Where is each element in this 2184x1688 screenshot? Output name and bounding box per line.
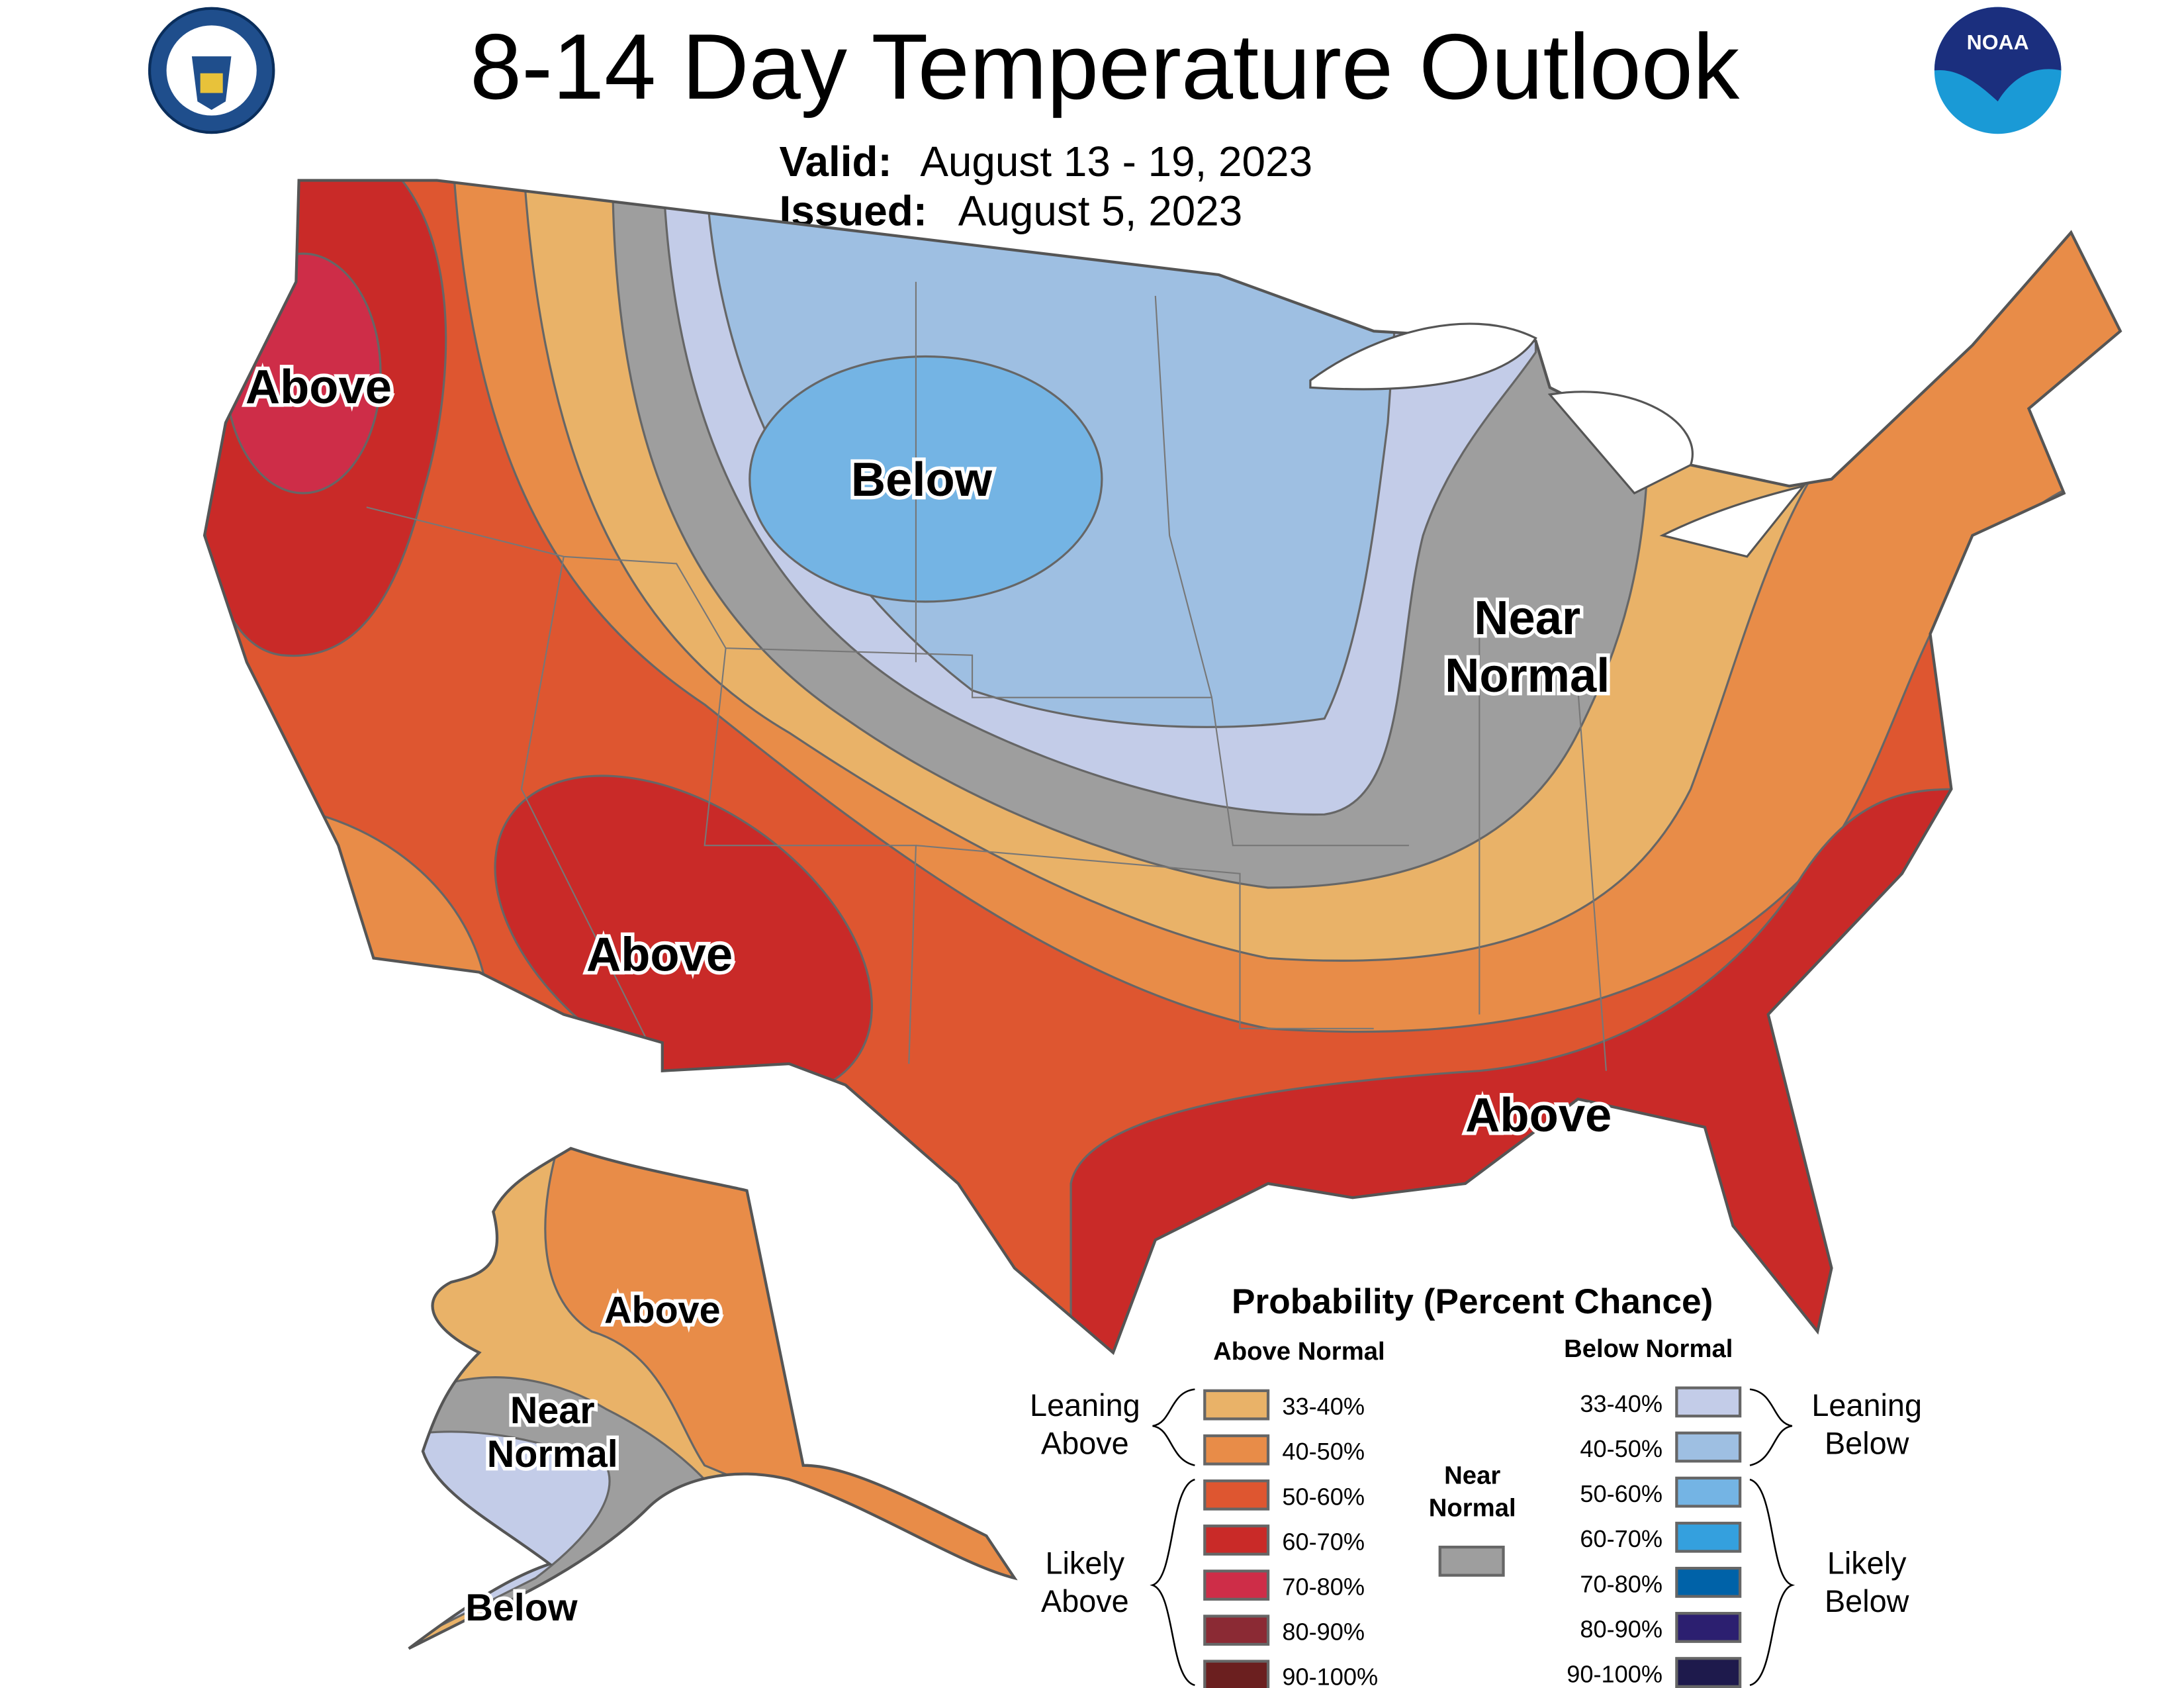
legend-items: 33-40% 40-50% 50-60% 60-70% 70-80% 80-90% 90-1… bbox=[1203, 1386, 1742, 1688]
great-lakes bbox=[1309, 322, 1807, 558]
commerce-seal-icon bbox=[148, 7, 275, 134]
legend-swatch-above-2 bbox=[1203, 1479, 1270, 1511]
label-alaska-below: Below bbox=[465, 1587, 578, 1629]
legend-near-normal-1: Near bbox=[1444, 1461, 1500, 1489]
legend-label-above-0: 33-40% bbox=[1282, 1393, 1365, 1420]
region-below-50-60 bbox=[749, 355, 1103, 603]
legend-likely-below-1: Likely bbox=[1827, 1546, 1907, 1581]
legend-near-normal-2: Normal bbox=[1429, 1493, 1516, 1522]
legend-swatch-above-0 bbox=[1203, 1389, 1270, 1421]
valid-date: August 13 - 19, 2023 bbox=[920, 138, 1312, 185]
legend-label-below-6: 90-100% bbox=[1567, 1660, 1662, 1687]
label-northwest-above: Above bbox=[246, 360, 392, 414]
legend-swatch-below-0 bbox=[1675, 1386, 1742, 1418]
legend-label-below-2: 50-60% bbox=[1580, 1480, 1662, 1507]
legend-label-below-0: 33-40% bbox=[1580, 1390, 1662, 1417]
legend: Probability (Percent Chance) Above Norma… bbox=[1030, 1282, 1922, 1688]
legend-label-below-5: 80-90% bbox=[1580, 1615, 1662, 1642]
alaska-map bbox=[408, 1148, 1015, 1649]
page-title: 8-14 Day Temperature Outlook bbox=[470, 15, 1740, 118]
legend-swatch-near-normal bbox=[1438, 1546, 1505, 1577]
legend-leaning-above-1: Leaning bbox=[1030, 1388, 1140, 1423]
legend-likely-below-2: Below bbox=[1825, 1584, 1909, 1618]
legend-label-above-2: 50-60% bbox=[1282, 1483, 1365, 1510]
legend-likely-above-2: Above bbox=[1041, 1584, 1129, 1618]
label-alaska-above: Above bbox=[604, 1289, 721, 1332]
legend-title: Probability (Percent Chance) bbox=[1232, 1282, 1713, 1321]
noaa-logo-text: NOAA bbox=[1967, 30, 2029, 54]
legend-label-above-6: 90-100% bbox=[1282, 1664, 1378, 1688]
legend-swatch-below-1 bbox=[1675, 1431, 1742, 1463]
legend-leaning-below-1: Leaning bbox=[1811, 1388, 1922, 1423]
legend-swatch-above-3 bbox=[1203, 1524, 1270, 1556]
legend-label-below-4: 70-80% bbox=[1580, 1570, 1662, 1597]
legend-likely-above-1: Likely bbox=[1046, 1546, 1125, 1581]
label-southwest-above: Above bbox=[586, 928, 733, 982]
legend-leaning-below-2: Below bbox=[1825, 1427, 1909, 1461]
legend-label-below-3: 60-70% bbox=[1580, 1525, 1662, 1552]
legend-label-above-1: 40-50% bbox=[1282, 1438, 1365, 1465]
noaa-logo-icon: NOAA bbox=[1934, 7, 2062, 134]
legend-swatch-above-4 bbox=[1203, 1570, 1270, 1601]
legend-label-above-4: 70-80% bbox=[1282, 1573, 1365, 1601]
state-borders bbox=[366, 281, 1607, 1072]
label-great-lakes-near: Near bbox=[1474, 591, 1580, 645]
legend-swatch-below-3 bbox=[1675, 1521, 1742, 1553]
legend-above-header: Above Normal bbox=[1213, 1337, 1385, 1366]
legend-label-below-1: 40-50% bbox=[1580, 1435, 1662, 1462]
valid-label: Valid: bbox=[779, 138, 891, 185]
legend-swatch-above-6 bbox=[1203, 1660, 1270, 1688]
legend-swatch-above-1 bbox=[1203, 1434, 1270, 1466]
issued-date: August 5, 2023 bbox=[958, 187, 1243, 235]
label-north-central-below: Below bbox=[851, 453, 993, 506]
legend-swatch-below-2 bbox=[1675, 1476, 1742, 1508]
label-alaska-near: Near bbox=[510, 1389, 595, 1432]
label-alaska-normal: Normal bbox=[487, 1433, 618, 1476]
legend-label-above-5: 80-90% bbox=[1282, 1618, 1365, 1646]
label-great-lakes-normal: Normal bbox=[1445, 649, 1610, 702]
legend-swatch-below-6 bbox=[1675, 1657, 1742, 1688]
legend-swatch-below-5 bbox=[1675, 1612, 1742, 1643]
legend-swatch-below-4 bbox=[1675, 1566, 1742, 1598]
legend-swatch-above-5 bbox=[1203, 1615, 1270, 1646]
legend-label-above-3: 60-70% bbox=[1282, 1528, 1365, 1555]
legend-below-header: Below Normal bbox=[1564, 1335, 1733, 1363]
label-southeast-above: Above bbox=[1465, 1088, 1612, 1142]
legend-leaning-above-2: Above bbox=[1041, 1427, 1129, 1461]
legend-braces bbox=[1150, 1388, 1796, 1686]
conus-map bbox=[205, 180, 2120, 1353]
